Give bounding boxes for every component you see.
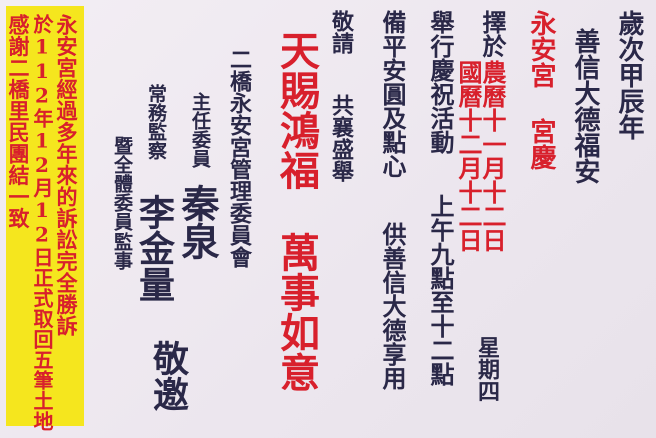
- committee-name: 二橋永安宮管理委員會: [226, 48, 252, 268]
- notice-line-2: 於112年12月12日正式取回五筆土地: [30, 14, 54, 432]
- join-line: 共襄盛舉: [328, 94, 354, 182]
- notice-box: [6, 6, 84, 426]
- event-time: 上午九點至十二點: [426, 194, 455, 386]
- date-prefix: 擇於: [478, 10, 507, 58]
- supervisor-title: 常務監察: [145, 84, 167, 160]
- blessing-right: 萬事如意: [273, 232, 320, 392]
- offer-line: 備平安圓及點心: [378, 10, 407, 178]
- notice-line-1: 永安宮經過多年來的訴訟完全勝訴: [54, 14, 79, 337]
- invite-line: 敬請: [328, 10, 354, 54]
- lunar-date: 農曆十一月十二日: [478, 60, 507, 252]
- notice-line-3: 感謝二橋里民團結一致: [6, 14, 31, 229]
- auditor-label: 監事: [111, 232, 133, 270]
- offer-target: 供善信大德享用: [378, 222, 407, 390]
- blessing-left: 天賜鴻福: [273, 30, 320, 190]
- gregorian-date: 國曆十二月十二日: [454, 60, 483, 252]
- closing-invite: 敬邀: [147, 340, 189, 412]
- weekday: 星期四: [474, 336, 500, 402]
- chair-name: 秦泉: [175, 184, 220, 260]
- members-label: 暨全體委員: [111, 136, 133, 231]
- supervisor-name: 李金量: [133, 194, 175, 302]
- year-line: 歲次甲辰年: [614, 10, 644, 140]
- blessing-line: 善信大德福安: [570, 28, 600, 184]
- activity-line: 舉行慶祝活動: [426, 10, 455, 154]
- chair-title: 主任委員: [189, 92, 211, 168]
- temple-title: 永安宮 宮慶: [526, 10, 556, 170]
